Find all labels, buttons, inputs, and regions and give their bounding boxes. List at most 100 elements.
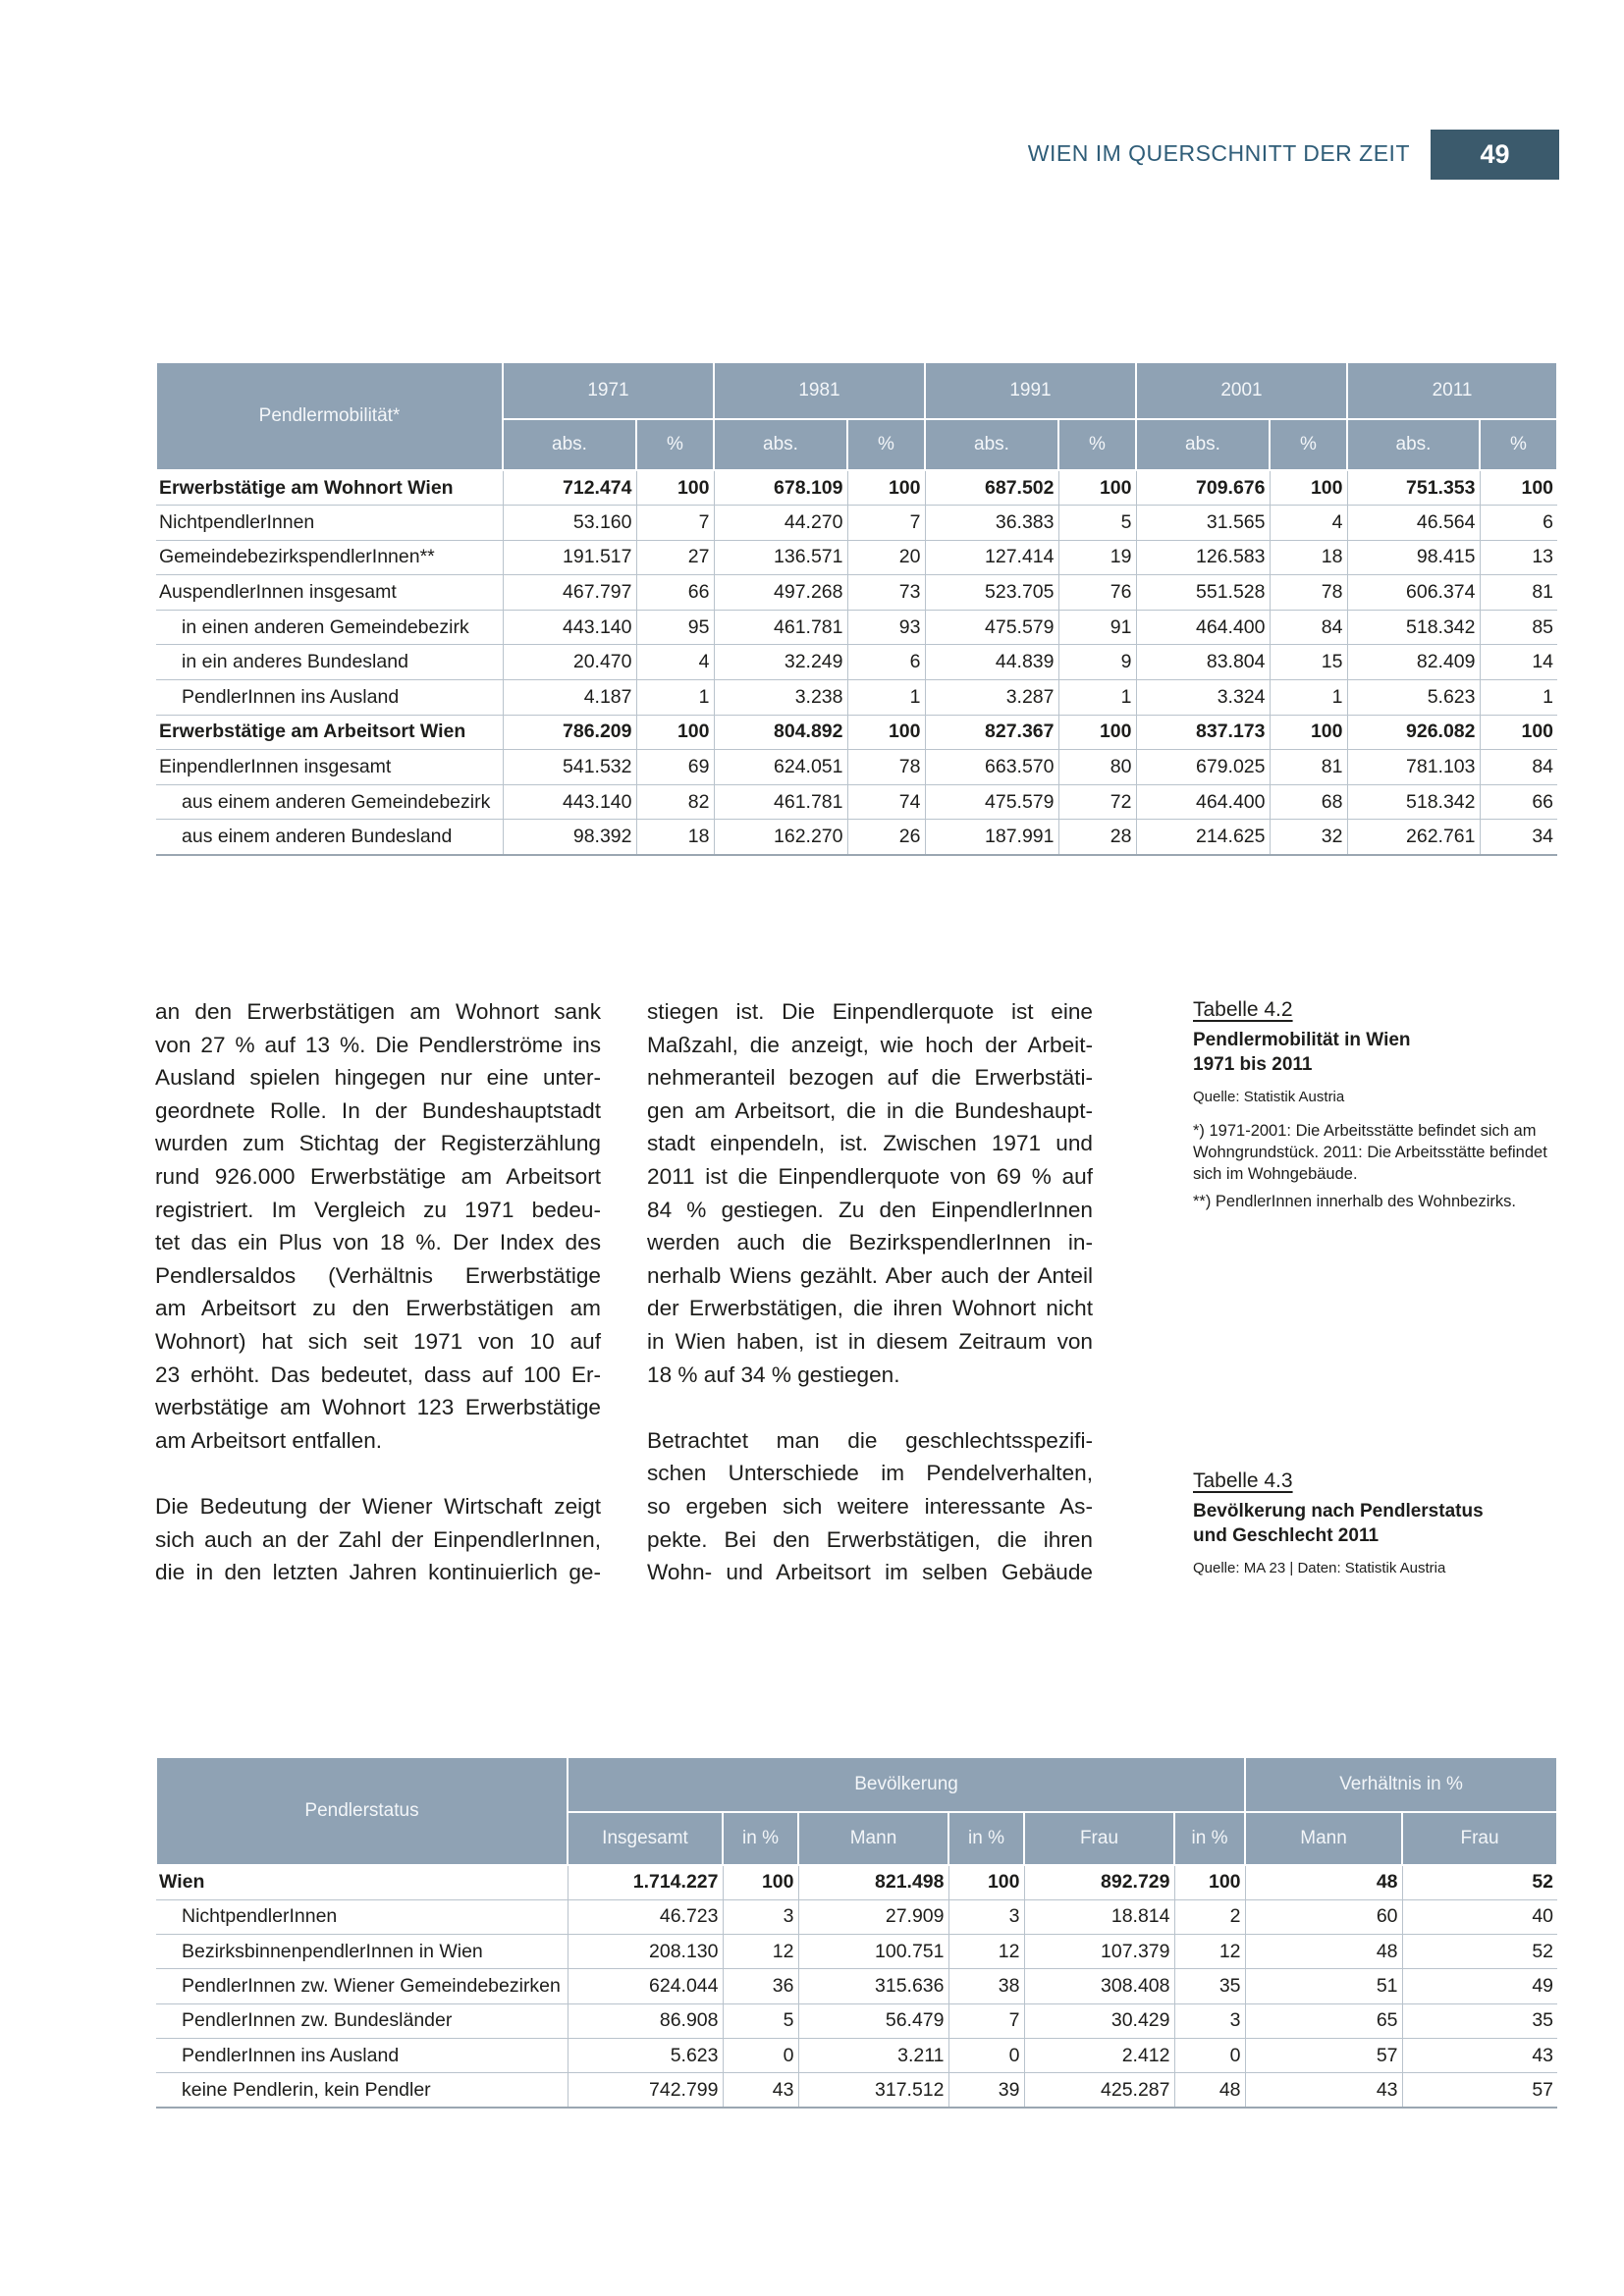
cell: 84 — [1479, 749, 1558, 785]
cell: 7 — [635, 505, 714, 541]
row-label: aus einem anderen Bundesland — [156, 819, 503, 856]
table-row: PendlerInnen ins Ausland 5.623 0 3.211 0 2.41… — [156, 2038, 1558, 2074]
row-label: in ein anderes Bundesland — [156, 644, 503, 681]
cell: 57 — [1244, 2038, 1403, 2074]
cell: 44.839 — [924, 644, 1058, 681]
cell: 20.470 — [502, 644, 636, 681]
caption-title: Pendlermobilität in Wien 1971 bis 2011 — [1193, 1028, 1559, 1077]
cell: 36 — [722, 1968, 798, 2004]
cell: 100 — [846, 470, 925, 507]
cell: 827.367 — [924, 715, 1058, 751]
text-line: wurden zum Stichtag der Registerzählung — [155, 1131, 601, 1156]
caption-title: Bevölkerung nach Pendlerstatus und Geschl… — [1193, 1499, 1559, 1548]
cell: 663.570 — [924, 749, 1058, 785]
cell: 82.409 — [1346, 644, 1480, 681]
cell: 3 — [947, 1899, 1024, 1936]
cell: 315.636 — [797, 1968, 948, 2004]
cell: 461.781 — [713, 784, 847, 821]
cell: 781.103 — [1346, 749, 1480, 785]
cell: 892.729 — [1023, 1865, 1174, 1900]
cell: 100 — [1269, 470, 1347, 507]
table-2-wrap: Pendlerstatus Bevölkerung Verhältnis in % I… — [155, 1756, 1559, 2109]
table: Pendlermobilität* 1971 1981 1991 2001 2011 abs… — [155, 361, 1559, 856]
subheader: Mann — [797, 1811, 949, 1866]
running-title: WIEN IM QUERSCHNITT DER ZEIT — [1027, 140, 1410, 166]
cell: 19 — [1057, 540, 1136, 576]
caption-label: Tabelle 4.3 — [1193, 1469, 1293, 1492]
cell: 60 — [1244, 1899, 1403, 1936]
cell: 443.140 — [502, 610, 636, 646]
cell: 76 — [1057, 574, 1136, 611]
table-row: Erwerbstätige am Arbeitsort Wien 786.209 1… — [156, 715, 1558, 751]
table-row: PendlerInnen zw. Wiener Gemeindebezirken… — [156, 1968, 1558, 2004]
row-label: aus einem anderen Gemeindebezirk — [156, 784, 503, 821]
cell: 4 — [1269, 505, 1347, 541]
text-line: Betrachtet man die geschlechtsspezifi- — [647, 1427, 1093, 1453]
subheader: Frau — [1023, 1811, 1175, 1866]
cell: 38 — [947, 1968, 1024, 2004]
subheader: Frau — [1401, 1811, 1559, 1866]
cell: 837.173 — [1135, 715, 1270, 751]
cell: 3 — [1173, 2003, 1246, 2039]
year-header: 1971 — [502, 361, 715, 420]
year-header: 1981 — [713, 361, 926, 420]
cell: 18 — [635, 819, 714, 856]
cell: 475.579 — [924, 610, 1058, 646]
cell: 475.579 — [924, 784, 1058, 821]
cell: 0 — [1173, 2038, 1246, 2074]
text-line: Maßzahl, die anzeigt, wie hoch der Arbei… — [647, 1032, 1093, 1057]
table-head: Pendlerstatus Bevölkerung Verhältnis in % I… — [155, 1756, 1559, 1866]
text-column: an den Erwerbstätigen am Wohnort sank von… — [155, 995, 601, 1589]
table-row: GemeindebezirkspendlerInnen** 191.517 27 13… — [156, 540, 1558, 576]
cell: 36.383 — [924, 505, 1058, 541]
cell: 32.249 — [713, 644, 847, 681]
cell: 14 — [1479, 644, 1558, 681]
text-line: registriert. Im Vergleich zu 1971 bedeu- — [155, 1197, 601, 1222]
text-line: 84 % gestiegen. Zu den EinpendlerInnen — [647, 1197, 1093, 1222]
cell: 100 — [1479, 715, 1558, 751]
table-row: in einen anderen Gemeindebezirk 443.140 95… — [156, 610, 1558, 646]
row-label: BezirksbinnenpendlerInnen in Wien — [156, 1934, 568, 1970]
paragraph: Betrachtet man die geschlechtsspezifi-sc… — [647, 1424, 1093, 1589]
caption-note: **) PendlerInnen innerhalb des Wohnbezir… — [1193, 1193, 1516, 1210]
text-line: geordnete Rolle. In der Bundeshauptstadt — [155, 1097, 601, 1123]
paragraph-gap — [647, 1391, 1093, 1424]
text-line: rund 926.000 Erwerbstätige am Arbeitsort — [155, 1163, 601, 1189]
header-row: Pendlerstatus Bevölkerung Verhältnis in % — [155, 1756, 1559, 1866]
cell: 3.238 — [713, 679, 847, 716]
corner-header: Pendlerstatus — [155, 1756, 568, 1866]
cell: 27 — [635, 540, 714, 576]
cell: 66 — [635, 574, 714, 611]
text-line: am Arbeitsort zu den Erwerbstätigen am — [155, 1296, 601, 1321]
table-row: aus einem anderen Gemeindebezirk 443.140 8… — [156, 784, 1558, 821]
cell: 2.412 — [1023, 2038, 1174, 2074]
text-line: pekte. Bei den Erwerbstätigen, die ihren — [647, 1526, 1093, 1552]
paragraph: stiegen ist. Die Einpendlerquote ist ein… — [647, 995, 1093, 1391]
cell: 82 — [635, 784, 714, 821]
cell: 1 — [1479, 679, 1558, 716]
cell: 18 — [1269, 540, 1347, 576]
table-row: NichtpendlerInnen 53.160 7 44.270 7 36.383 5 31… — [156, 505, 1558, 541]
caption-note: *) 1971-2001: Die Arbeitsstätte befindet… — [1193, 1122, 1547, 1183]
cell: 100 — [846, 715, 925, 751]
cell: 5.623 — [1346, 679, 1480, 716]
cell: 751.353 — [1346, 470, 1480, 507]
group-header: Verhältnis in % — [1244, 1756, 1559, 1813]
row-label: PendlerInnen ins Ausland — [156, 679, 503, 716]
cell: 46.723 — [567, 1899, 723, 1936]
table-row: EinpendlerInnen insgesamt 541.532 69 624.05… — [156, 749, 1558, 785]
cell: 34 — [1479, 819, 1558, 856]
cell: 93 — [846, 610, 925, 646]
text-line: gen am Arbeitsort, die in die Bundeshaup… — [647, 1097, 1093, 1123]
table-1-wrap: Pendlermobilität* 1971 1981 1991 2001 2011 abs… — [155, 361, 1559, 856]
cell: 57 — [1401, 2072, 1558, 2109]
text-line: sich auch an der Zahl der EinpendlerInne… — [155, 1526, 601, 1552]
cell: 66 — [1479, 784, 1558, 821]
page-number: 49 — [1431, 130, 1559, 180]
cell: 262.761 — [1346, 819, 1480, 856]
cell: 443.140 — [502, 784, 636, 821]
row-label: NichtpendlerInnen — [156, 1899, 568, 1936]
cell: 51 — [1244, 1968, 1403, 2004]
subheader: Insgesamt — [567, 1811, 724, 1866]
header-row: Insgesamt in % Mann in % Frau in % Mann Frau — [156, 1811, 1559, 1866]
